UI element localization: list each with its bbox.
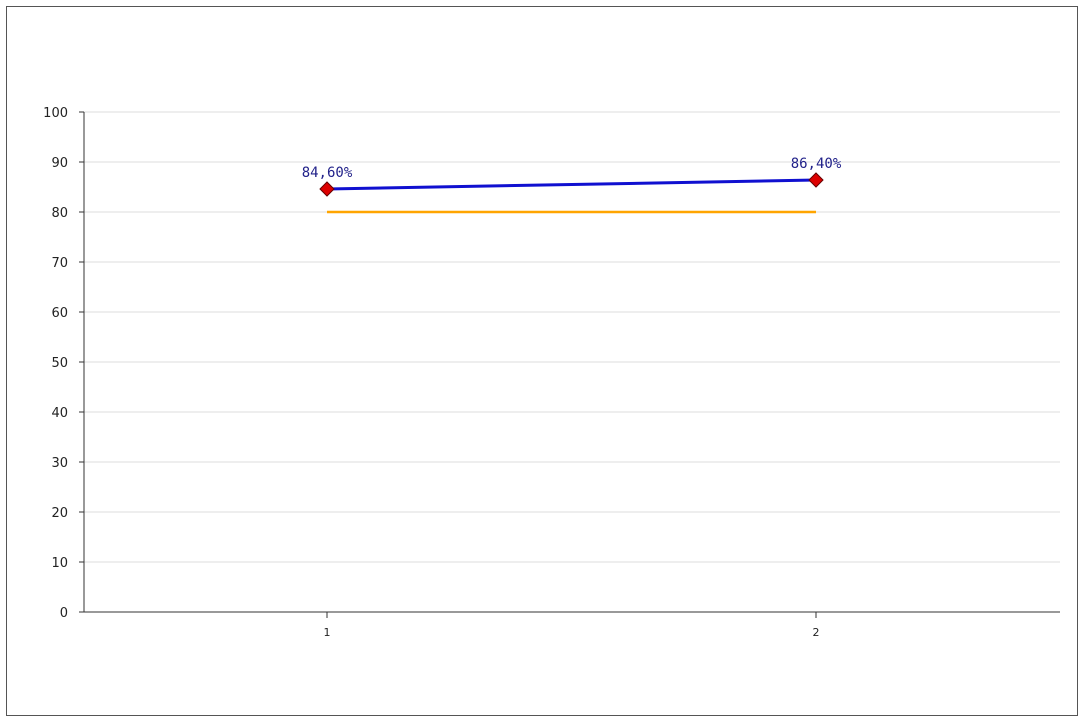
- data-point-marker: [808, 172, 824, 188]
- y-tick-label: 70: [51, 256, 68, 271]
- y-tick-label: 60: [51, 306, 68, 321]
- y-tick-label: 90: [51, 156, 68, 171]
- axes: 0 10 20 30 40 50 60 70 80 90 100 1 2: [43, 106, 1060, 639]
- y-tick-label: 100: [43, 106, 68, 121]
- y-tick-label: 20: [51, 506, 68, 521]
- chart-frame: [6, 6, 1078, 716]
- y-tick-label: 40: [51, 406, 68, 421]
- grid-lines: [84, 111, 1060, 563]
- x-tick-label: 2: [813, 626, 820, 639]
- y-tick-label: 10: [51, 556, 68, 571]
- data-markers: [319, 172, 824, 197]
- y-tick-label: 30: [51, 456, 68, 471]
- data-label: 86,40%: [791, 156, 842, 172]
- y-tick-label: 0: [60, 606, 68, 621]
- data-labels: 84,60% 86,40%: [302, 156, 842, 181]
- y-tick-label: 50: [51, 356, 68, 371]
- y-tick-label: 80: [51, 206, 68, 221]
- series-lines: [326, 178, 817, 214]
- x-tick-label: 1: [324, 626, 331, 639]
- series-line-primary: [326, 178, 817, 191]
- data-label: 84,60%: [302, 165, 353, 181]
- data-point-marker: [319, 181, 335, 197]
